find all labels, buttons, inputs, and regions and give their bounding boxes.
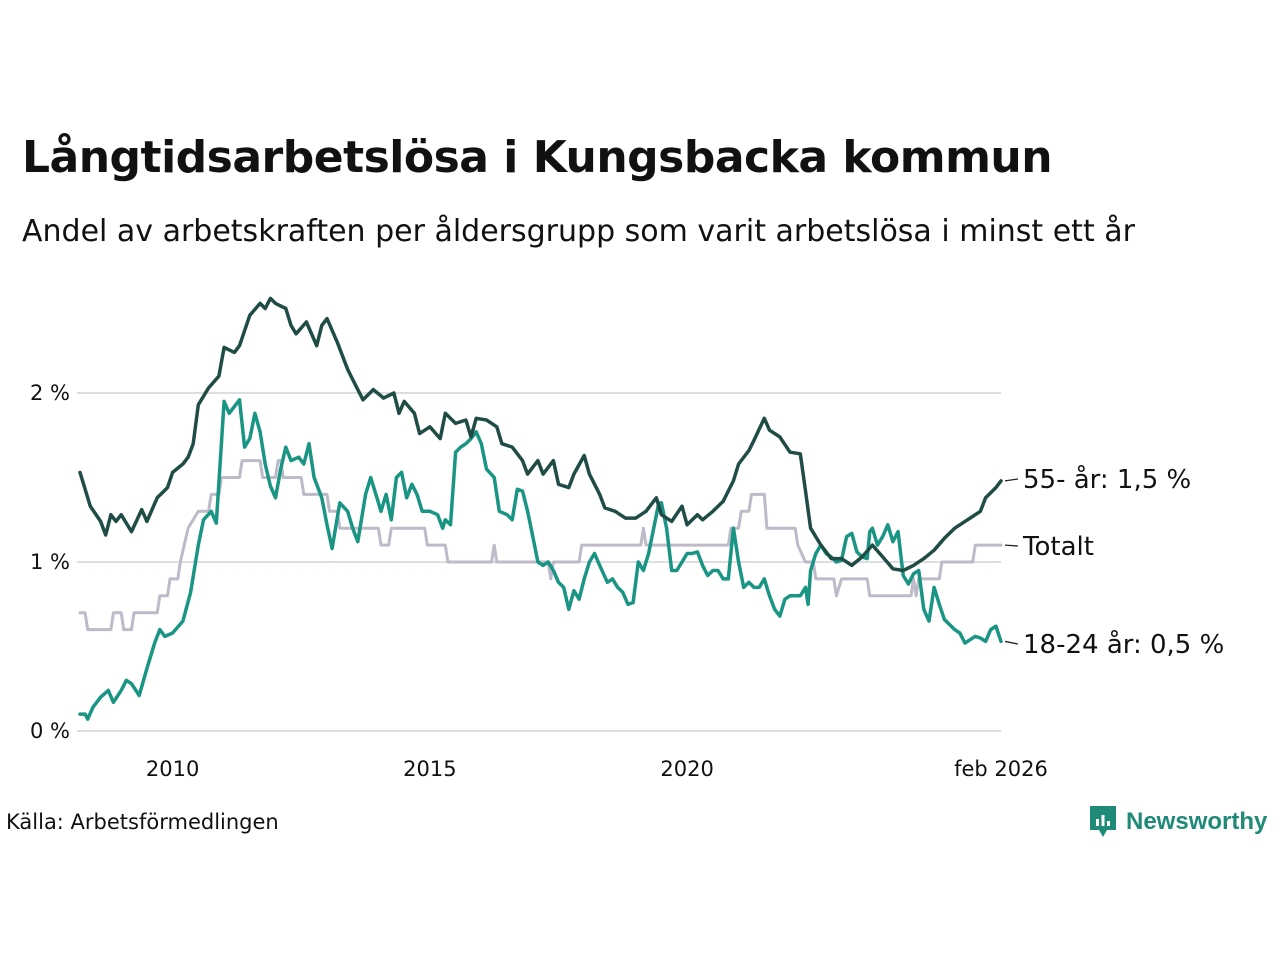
end-label: Totalt [1022, 532, 1094, 562]
chart-subtitle: Andel av arbetskraften per åldersgrupp s… [22, 214, 1135, 249]
series-line-total [78, 459, 1003, 632]
end-label-leader [1004, 640, 1019, 645]
series-line-55plus [78, 296, 1003, 573]
brand-logo: Newsworthy [1088, 802, 1267, 842]
brand-name: Newsworthy [1126, 808, 1268, 835]
end-label: 18-24 år: 0,5 % [1023, 629, 1224, 660]
y-tick-label: 0 % [30, 719, 70, 743]
x-tick-label: 2020 [660, 757, 713, 781]
chart-title: Långtidsarbetslösa i Kungsbacka kommun [22, 132, 1053, 183]
y-tick-label: 2 % [30, 381, 70, 405]
x-tick-label: feb 2026 [954, 757, 1048, 781]
newsworthy-icon [1090, 806, 1116, 837]
source-note: Källa: Arbetsförmedlingen [6, 810, 279, 834]
y-tick-label: 1 % [30, 550, 70, 574]
end-label: 55- år: 1,5 % [1023, 464, 1191, 495]
x-tick-label: 2015 [403, 757, 456, 781]
end-label-leader [1004, 478, 1019, 482]
end-label-leader [1004, 544, 1019, 547]
x-tick-label: 2010 [146, 757, 199, 781]
series-line-18-24 [78, 398, 1003, 721]
